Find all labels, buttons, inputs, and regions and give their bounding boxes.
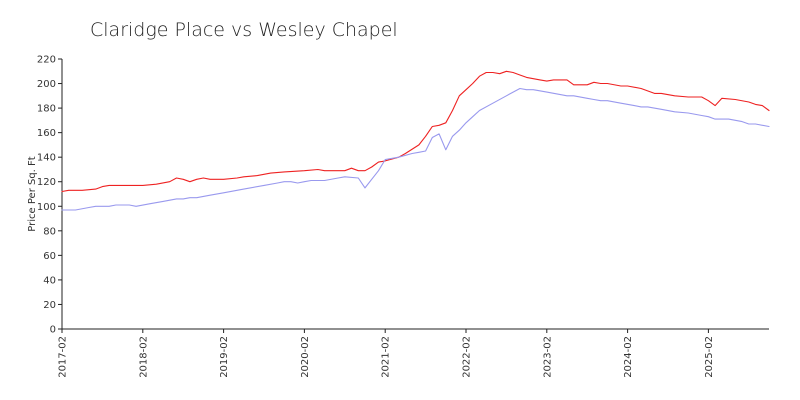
y-tick-label: 100 bbox=[37, 202, 56, 213]
y-tick-label: 120 bbox=[37, 177, 56, 188]
x-tick-label: 2018-02 bbox=[138, 336, 149, 378]
x-tick-label: 2022-02 bbox=[462, 336, 473, 378]
x-tick-label: 2019-02 bbox=[219, 336, 230, 378]
series-line-2 bbox=[61, 87, 770, 211]
y-tick-label: 80 bbox=[43, 226, 56, 237]
y-tick-label: 20 bbox=[43, 300, 56, 311]
y-tick-label: 60 bbox=[43, 251, 56, 262]
y-tick-label: 160 bbox=[37, 128, 56, 139]
x-tick-label: 2024-02 bbox=[623, 336, 634, 378]
y-tick-label: 200 bbox=[37, 79, 56, 90]
y-axis: 0 20 40 60 80 100 120 140 160 180 200 220 bbox=[37, 55, 63, 336]
y-tick-label: 140 bbox=[37, 153, 56, 164]
x-tick-label: 2020-02 bbox=[300, 336, 311, 378]
y-axis-label: Price Per Sq. Ft bbox=[27, 156, 38, 231]
x-axis: 2017-02 2018-02 2019-02 2020-02 2021-02 2022-… bbox=[58, 328, 769, 378]
chart-title: Claridge Place vs Wesley Chapel bbox=[90, 19, 398, 41]
y-tick-label: 220 bbox=[37, 55, 56, 66]
x-tick-label: 2021-02 bbox=[381, 336, 392, 378]
series-line-1 bbox=[61, 70, 770, 193]
x-tick-label: 2025-02 bbox=[704, 336, 715, 378]
x-tick-label: 2017-02 bbox=[58, 336, 69, 378]
y-tick-label: 40 bbox=[43, 275, 56, 286]
series-layer bbox=[61, 70, 770, 211]
y-tick-label: 0 bbox=[50, 325, 56, 336]
y-tick-label: 180 bbox=[37, 104, 56, 115]
x-tick-label: 2023-02 bbox=[542, 336, 553, 378]
